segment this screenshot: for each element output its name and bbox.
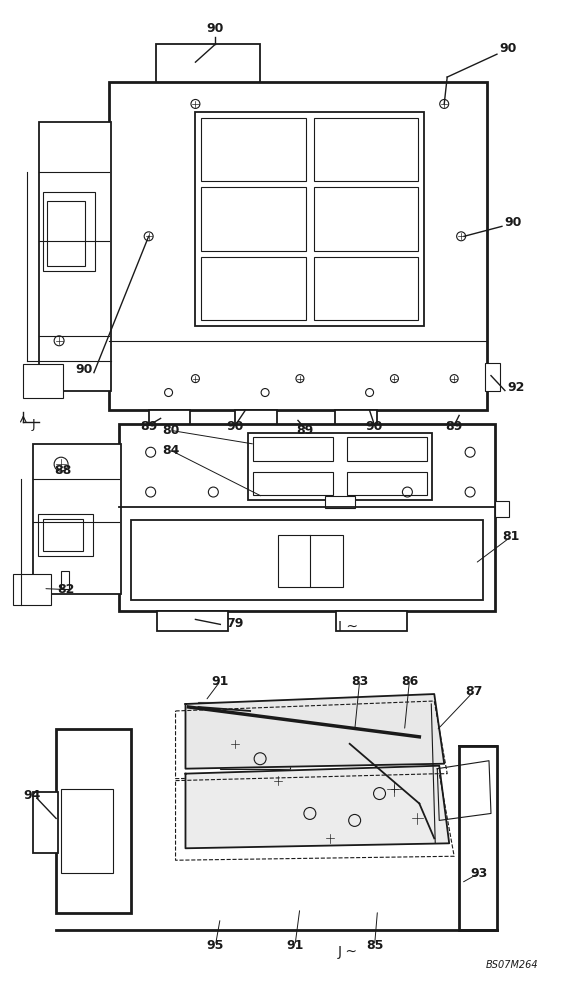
Bar	[56, 729, 131, 913]
Text: 79: 79	[227, 617, 244, 630]
Text: 89: 89	[140, 420, 157, 433]
Text: I ~: I ~	[338, 620, 358, 634]
Bar	[34, 792, 58, 853]
Text: 84: 84	[162, 444, 179, 457]
Text: 81: 81	[502, 530, 520, 543]
Bar	[198, 702, 250, 724]
Text: 90: 90	[207, 22, 224, 35]
Polygon shape	[186, 694, 444, 769]
Bar	[336, 611, 407, 631]
Bar	[459, 746, 497, 930]
Polygon shape	[186, 766, 449, 848]
Bar	[47, 201, 85, 266]
Bar	[43, 192, 95, 271]
Text: 87: 87	[465, 685, 483, 698]
Bar	[248, 433, 432, 500]
Text: 92: 92	[507, 381, 524, 394]
Bar	[253, 437, 333, 461]
Bar	[149, 410, 190, 432]
Bar	[202, 118, 306, 181]
Bar	[23, 364, 63, 398]
Bar	[39, 122, 111, 391]
Bar	[131, 520, 483, 600]
Bar	[335, 410, 377, 432]
Bar	[253, 472, 333, 495]
Text: 91: 91	[212, 675, 229, 688]
Text: 90: 90	[366, 420, 383, 433]
Text: 91: 91	[286, 939, 304, 952]
Bar	[109, 82, 487, 410]
Text: 85: 85	[366, 939, 383, 952]
Text: 93: 93	[470, 867, 488, 880]
Bar	[34, 444, 121, 594]
Text: 90: 90	[76, 363, 93, 376]
Bar	[202, 187, 306, 251]
Text: 89: 89	[296, 424, 314, 437]
Bar	[495, 501, 509, 517]
Bar	[61, 789, 113, 873]
Text: 89: 89	[445, 420, 463, 433]
Text: 86: 86	[401, 675, 418, 688]
Bar	[220, 717, 290, 769]
Bar	[119, 424, 495, 611]
Bar	[61, 571, 69, 589]
Bar	[13, 574, 51, 605]
Text: 90: 90	[504, 216, 521, 229]
Bar	[43, 519, 83, 551]
Bar	[314, 118, 419, 181]
Text: 90: 90	[499, 42, 516, 55]
Bar	[38, 514, 93, 556]
Text: 83: 83	[351, 675, 368, 688]
Bar	[278, 535, 343, 587]
Bar	[157, 611, 228, 631]
Bar	[485, 363, 500, 391]
Bar	[314, 257, 419, 320]
Bar	[202, 257, 306, 320]
Text: J ~: J ~	[338, 945, 358, 959]
Bar	[156, 44, 260, 82]
Text: BS07M264: BS07M264	[486, 960, 539, 970]
Bar	[235, 410, 277, 432]
Text: 94: 94	[23, 789, 41, 802]
Bar	[314, 187, 419, 251]
Text: 88: 88	[55, 464, 72, 477]
Text: J: J	[31, 418, 35, 431]
Bar	[347, 472, 427, 495]
Text: 80: 80	[162, 424, 179, 437]
Bar	[195, 112, 424, 326]
Text: 95: 95	[207, 939, 224, 952]
Bar	[325, 496, 355, 508]
Text: 82: 82	[57, 583, 75, 596]
Bar	[347, 437, 427, 461]
Text: 90: 90	[227, 420, 244, 433]
